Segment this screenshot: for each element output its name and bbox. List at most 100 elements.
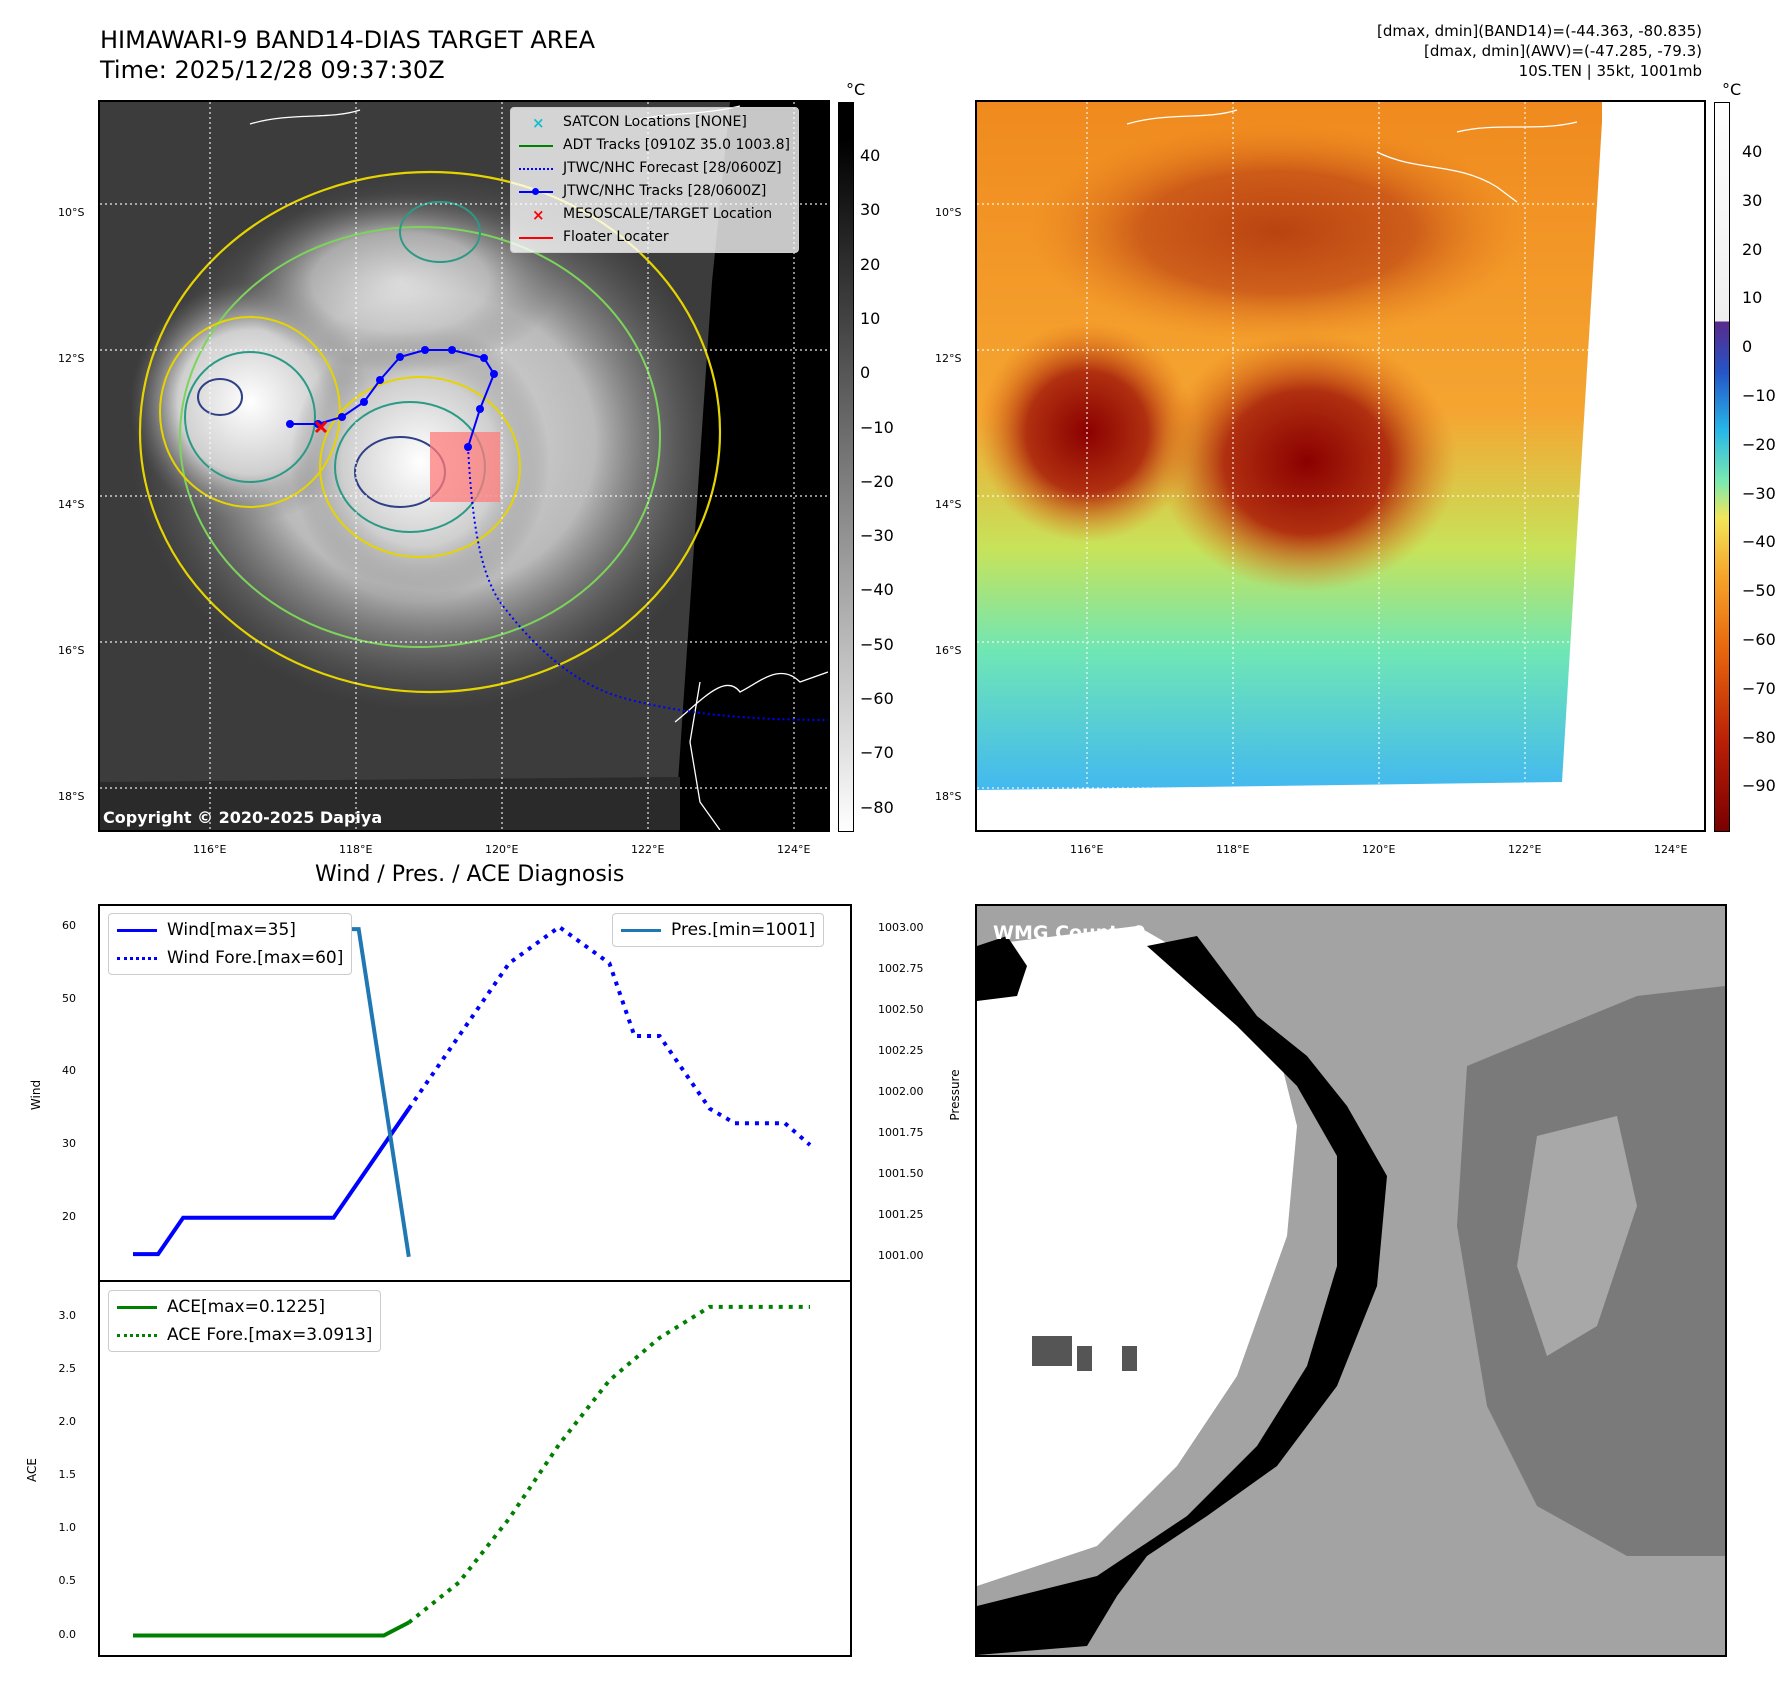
colorbar-tick: 0 [860, 363, 871, 383]
lat-tick: 12°S [58, 352, 85, 365]
wmg-image [977, 906, 1725, 1655]
colorbar-tick: −30 [1742, 483, 1776, 503]
colorbar-tick: −20 [860, 471, 894, 491]
series-line-pres [133, 927, 411, 1258]
awv-image [977, 102, 1704, 830]
colorbar-tick: 20 [860, 254, 881, 274]
lat-tick: 10°S [58, 206, 85, 219]
lon-tick: 124°E [1654, 843, 1688, 856]
pressure-tick: 1001.00 [878, 1248, 924, 1262]
legend-label: JTWC/NHC Tracks [28/0600Z] [563, 183, 767, 199]
pressure-tick: 1002.75 [878, 962, 924, 976]
cross-marker-icon: × [532, 205, 545, 224]
legend-item: ACE Fore.[max=3.0913] [117, 1321, 372, 1349]
lon-tick: 120°E [1362, 843, 1396, 856]
pressure-tick: 1001.25 [878, 1207, 924, 1221]
legend-label: Pres.[min=1001] [671, 920, 816, 940]
colorbar-tick: −10 [1742, 386, 1776, 405]
legend-item: × MESOSCALE/TARGET Location [519, 203, 790, 226]
colorbar-tick: −40 [860, 580, 894, 600]
legend-label: Wind[max=35] [167, 920, 296, 940]
ir-colorbar-unit: °C [846, 80, 866, 99]
legend-label: JTWC/NHC Forecast [28/0600Z] [563, 160, 782, 176]
ace-tick: 0.5 [58, 1574, 77, 1588]
colorbar-tick: −60 [860, 689, 894, 708]
pressure-tick: 1001.50 [878, 1166, 924, 1180]
figure-time: Time: 2025/12/28 09:37:30Z [100, 56, 445, 84]
ir-colorbar [838, 102, 854, 832]
line-dot-icon [519, 187, 553, 197]
legend-label: ADT Tracks [0910Z 35.0 1003.8] [563, 137, 790, 153]
colorbar-tick: 0 [1742, 337, 1753, 357]
legend-label: MESOSCALE/TARGET Location [563, 206, 773, 222]
copyright-text: Copyright © 2020-2025 Dapiya [103, 808, 383, 827]
series-line-wind-fore [407, 924, 812, 1147]
legend-item: JTWC/NHC Forecast [28/0600Z] [519, 157, 790, 180]
dotted-line-icon [117, 956, 157, 960]
lat-tick: 18°S [58, 790, 85, 803]
ir-legend: × SATCON Locations [NONE] ADT Tracks [09… [510, 107, 799, 253]
colorbar-tick: −70 [1742, 678, 1776, 698]
diagnosis-divider [98, 1280, 852, 1282]
diagnosis-title: Wind / Pres. / ACE Diagnosis [315, 862, 625, 887]
legend-label: Wind Fore.[max=60] [167, 948, 344, 968]
figure-title: HIMAWARI-9 BAND14-DIAS TARGET AREA [100, 26, 596, 54]
solid-line-icon [117, 1305, 157, 1309]
colorbar-tick: −40 [1742, 532, 1776, 552]
cross-marker-icon: × [532, 113, 545, 132]
colorbar-tick: 40 [1742, 142, 1763, 161]
pressure-tick: 1002.25 [878, 1043, 924, 1057]
colorbar-tick: −10 [860, 417, 894, 437]
pressure-tick: 1002.50 [878, 1003, 924, 1017]
pressure-legend: Pres.[min=1001] [612, 913, 825, 947]
pressure-tick: 1001.75 [878, 1125, 924, 1139]
lat-tick: 16°S [58, 644, 85, 657]
dotted-line-icon [117, 1333, 157, 1337]
legend-item: Wind Fore.[max=60] [117, 944, 343, 972]
awv-colorbar-unit: °C [1722, 80, 1742, 99]
lon-tick: 124°E [777, 843, 811, 856]
ace-tick: 1.5 [58, 1468, 77, 1482]
lon-tick: 122°E [1508, 843, 1542, 856]
awv-range: [dmax, dmin](AWV)=(-47.285, -79.3) [1423, 42, 1702, 60]
pressure-tick: 1002.00 [878, 1084, 924, 1098]
colorbar-tick: 30 [1742, 190, 1763, 210]
lat-tick: 16°S [935, 644, 962, 657]
awv-map-panel [975, 100, 1706, 832]
dotted-line-icon [519, 164, 553, 174]
wmg-panel [975, 904, 1727, 1657]
legend-item: ACE[max=0.1225] [117, 1293, 372, 1321]
wind-tick: 30 [62, 1137, 76, 1151]
legend-label: ACE Fore.[max=3.0913] [167, 1325, 373, 1345]
lat-tick: 18°S [935, 790, 962, 803]
colorbar-tick: −50 [860, 634, 894, 654]
legend-item: Floater Locater [519, 226, 790, 249]
ace-tick: 1.0 [58, 1521, 77, 1535]
colorbar-tick: 10 [860, 308, 881, 328]
legend-item: JTWC/NHC Tracks [28/0600Z] [519, 180, 790, 203]
series-line-ace [133, 1620, 410, 1638]
solid-line-icon [621, 928, 661, 932]
lon-tick: 118°E [339, 843, 373, 856]
wind-tick: 40 [62, 1064, 76, 1078]
band14-range: [dmax, dmin](BAND14)=(-44.363, -80.835) [1377, 22, 1702, 40]
wind-ylabel: Wind [29, 1079, 43, 1111]
lat-tick: 14°S [58, 498, 85, 511]
colorbar-tick: −80 [860, 797, 894, 817]
colorbar-tick: −80 [1742, 727, 1776, 747]
colorbar-tick: −90 [1742, 776, 1776, 796]
storm-info: 10S.TEN | 35kt, 1001mb [1518, 62, 1702, 80]
wind-legend: Wind[max=35] Wind Fore.[max=60] [108, 913, 353, 975]
ir-image [100, 102, 828, 830]
legend-label: SATCON Locations [NONE] [563, 114, 747, 130]
colorbar-tick: 30 [860, 200, 881, 220]
legend-item: × SATCON Locations [NONE] [519, 111, 790, 134]
colorbar-tick: 10 [1742, 288, 1763, 308]
series-line-ace-fore [407, 1304, 810, 1625]
ace-ylabel: ACE [25, 1458, 39, 1482]
colorbar-tick: −70 [860, 743, 894, 763]
lon-tick: 120°E [485, 843, 519, 856]
wind-tick: 60 [62, 918, 76, 932]
lon-tick: 122°E [631, 843, 665, 856]
lat-tick: 12°S [935, 352, 962, 365]
